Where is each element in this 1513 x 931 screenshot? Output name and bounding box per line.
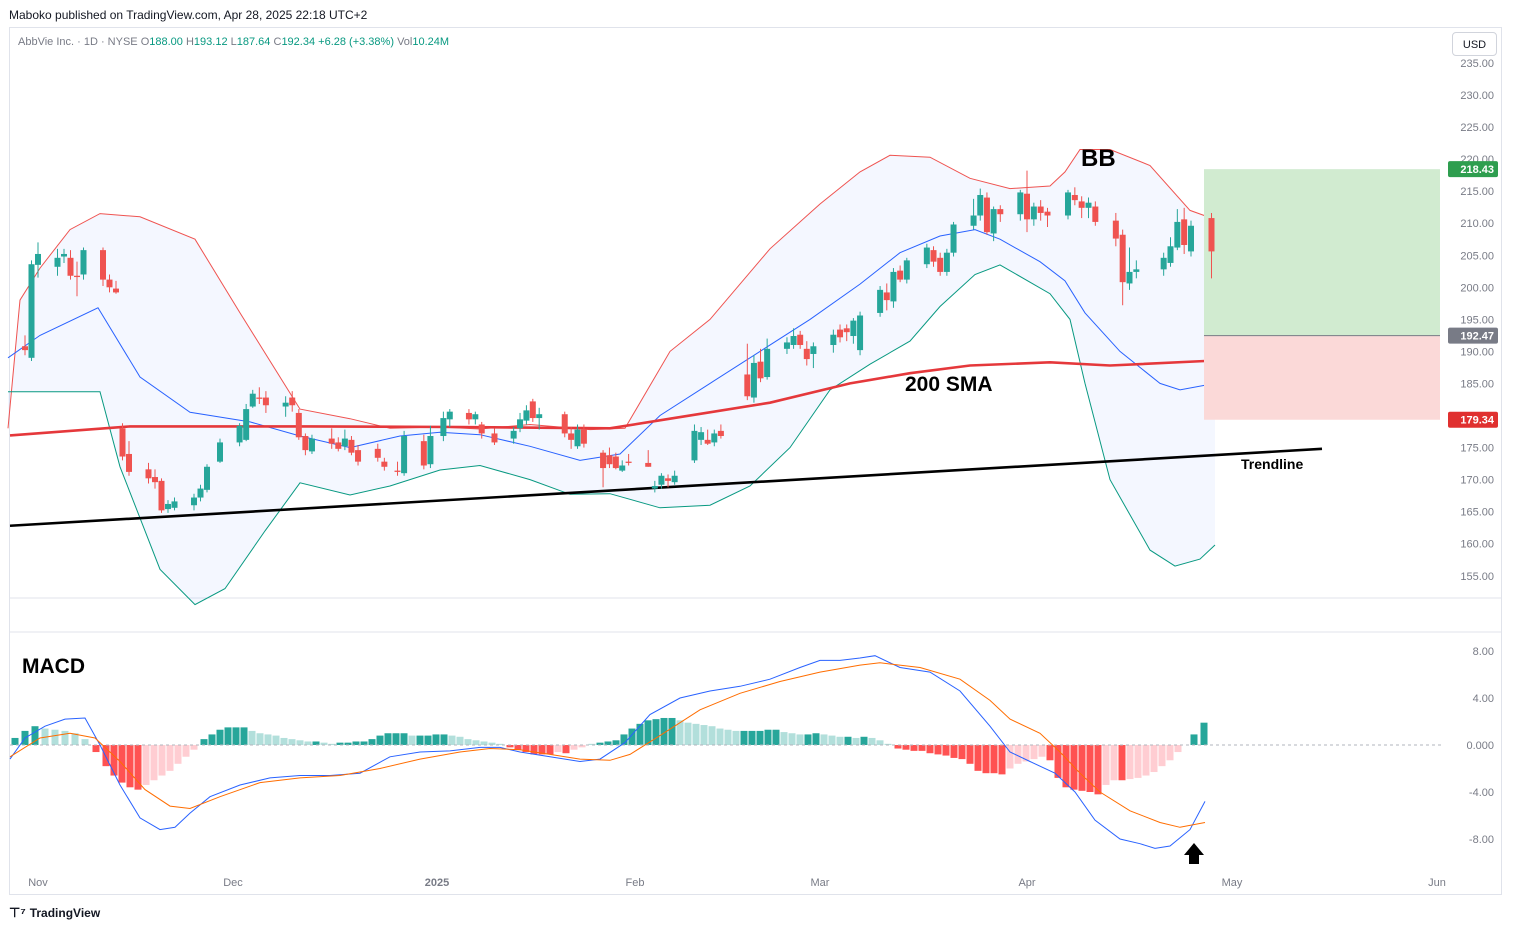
low-label: L	[230, 36, 237, 48]
close-label: C	[273, 36, 282, 48]
volume-value: 10.24M	[412, 36, 450, 48]
tradingview-logo[interactable]: ⊤⁷ TradingView	[9, 905, 100, 921]
chart-frame[interactable]	[9, 27, 1502, 895]
high-label: H	[185, 36, 194, 48]
change-value: +6.28 (+3.38%)	[318, 36, 394, 48]
publisher-line: Maboko published on TradingView.com, Apr…	[9, 8, 368, 22]
tv-logo-icon: ⊤⁷	[9, 905, 26, 920]
close-value: 192.34	[281, 36, 316, 48]
footer-brand: TradingView	[29, 906, 101, 920]
high-value: 193.12	[193, 36, 228, 48]
symbol-legend: AbbVie Inc. · 1D · NYSE O188.00 H193.12 …	[18, 36, 449, 48]
currency-button[interactable]: USD	[1452, 32, 1497, 56]
symbol-name: AbbVie Inc. · 1D · NYSE	[18, 36, 138, 48]
low-value: 187.64	[236, 36, 271, 48]
open-label: O	[140, 36, 150, 48]
volume-label: Vol	[397, 36, 413, 48]
open-value: 188.00	[149, 36, 183, 48]
